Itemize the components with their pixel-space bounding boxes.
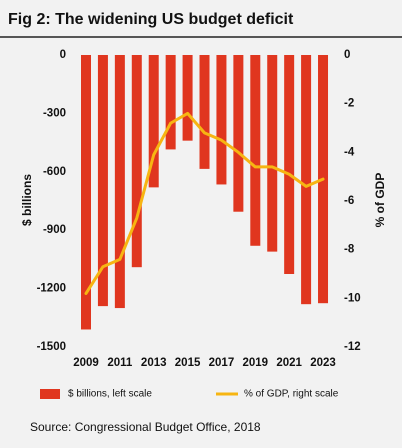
line <box>84 111 325 295</box>
bar <box>182 55 193 141</box>
bar <box>250 55 261 246</box>
source: Source: Congressional Budget Office, 201… <box>30 420 261 434</box>
y2-tick-label: -12 <box>344 341 361 353</box>
chart-title: Fig 2: The widening US budget deficit <box>8 11 294 28</box>
y2-tick-label: -8 <box>344 244 355 256</box>
y2-tick-label: -10 <box>344 292 361 304</box>
x-tick-label: 2019 <box>243 357 269 369</box>
y-tick-label: -900 <box>43 224 66 236</box>
x-tick-label: 2011 <box>107 357 133 369</box>
bar <box>97 55 108 307</box>
y-tick-label: 0 <box>60 49 66 61</box>
legend-label: % of GDP, right scale <box>244 389 339 400</box>
y-tick-label: -1500 <box>37 341 66 353</box>
y-tick-label: -300 <box>43 107 66 119</box>
x-tick-label: 2021 <box>276 357 302 369</box>
bar <box>267 55 278 252</box>
y-tick-label: -600 <box>43 166 66 178</box>
bar <box>165 55 176 150</box>
x-tick-label: 2013 <box>141 357 167 369</box>
y-tick-label: -1200 <box>37 283 66 295</box>
y2-axis-label: % of GDP <box>373 173 387 228</box>
legend-label: $ billions, left scale <box>68 389 152 400</box>
x-tick-label: 2015 <box>175 357 201 369</box>
x-tick-label: 2009 <box>73 357 99 369</box>
bar <box>216 55 227 185</box>
x-tick-label: 2017 <box>209 357 235 369</box>
bar <box>131 55 142 268</box>
bar <box>81 55 91 330</box>
bar <box>301 55 312 305</box>
y2-tick-label: -2 <box>344 98 354 110</box>
bar <box>284 55 295 274</box>
y2-tick-label: -6 <box>344 195 354 207</box>
bar <box>199 55 210 169</box>
x-tick-label: 2023 <box>310 357 336 369</box>
bar <box>233 55 244 212</box>
y2-tick-label: 0 <box>344 49 350 61</box>
bar <box>114 55 125 309</box>
y-axis-label: $ billions <box>20 174 34 226</box>
legend-swatch <box>40 389 60 399</box>
y2-tick-label: -4 <box>344 146 355 158</box>
bar <box>148 55 159 188</box>
